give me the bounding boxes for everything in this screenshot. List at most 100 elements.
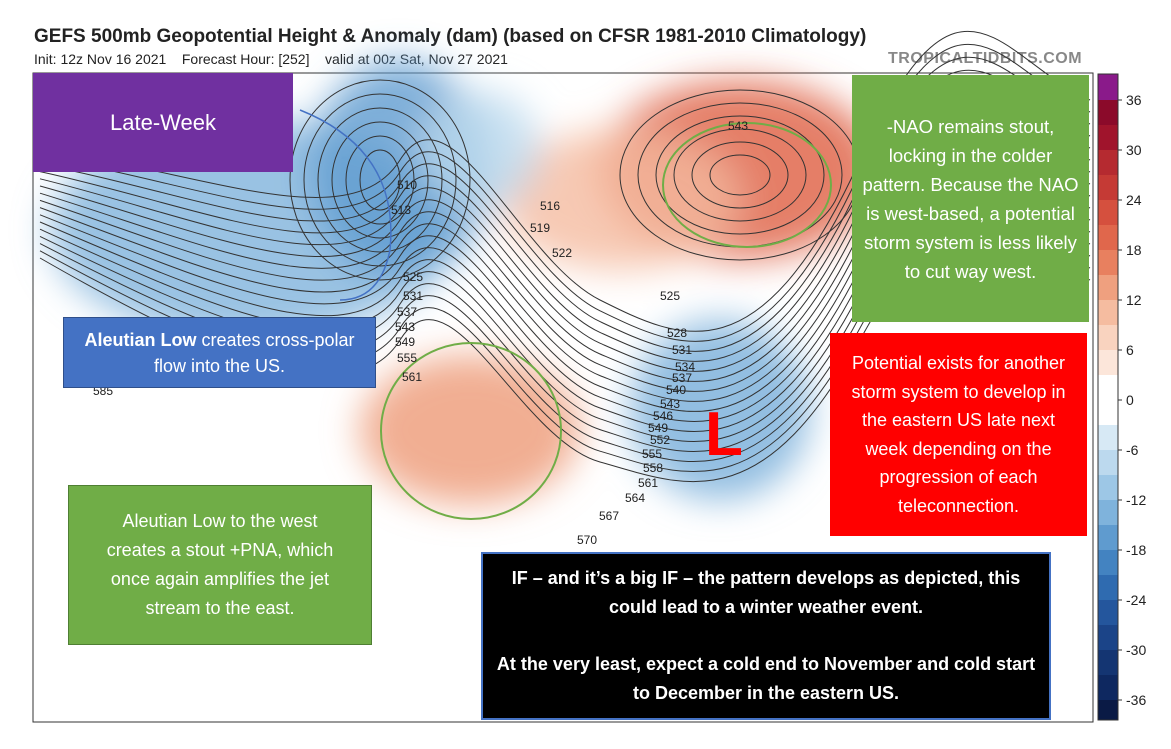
colorbar-bin <box>1098 325 1118 350</box>
label: IF – and it’s a big IF – the pattern dev… <box>511 568 1021 617</box>
contour-label: 567 <box>599 509 619 523</box>
colorbar-bin <box>1098 175 1118 200</box>
subtitle: Init: 12z Nov 16 2021 Forecast Hour: [25… <box>34 51 508 67</box>
colorbar-bin <box>1098 450 1118 475</box>
colorbar-bin <box>1098 350 1118 375</box>
contour-label: 549 <box>395 335 415 349</box>
colorbar-bin <box>1098 700 1118 720</box>
contour-label: 543 <box>395 320 415 334</box>
contour-label: 516 <box>540 199 560 213</box>
colorbar-label: 30 <box>1126 142 1142 158</box>
colorbar-bin <box>1098 600 1118 625</box>
colorbar-label: -12 <box>1126 492 1146 508</box>
contour-line <box>39 43 1091 342</box>
contour-label: 531 <box>403 289 423 303</box>
label-bold: Aleutian Low <box>84 329 197 350</box>
contour-line <box>289 79 471 281</box>
contour-label: 564 <box>625 491 645 505</box>
late-week-box: Late-Week <box>33 73 293 172</box>
colorbar-bin <box>1098 250 1118 275</box>
contour-label: 537 <box>672 371 692 385</box>
contour-label: 555 <box>642 447 662 461</box>
colorbar-bin <box>1098 225 1118 250</box>
colorbar-bin <box>1098 375 1118 400</box>
contour-line <box>303 93 457 267</box>
colorbar-bin <box>1098 500 1118 525</box>
low-marker: L <box>705 400 743 469</box>
contour-label: 555 <box>397 351 417 365</box>
highlight-circle <box>662 122 832 248</box>
contour-label: 537 <box>397 305 417 319</box>
colorbar-frame <box>1097 73 1119 721</box>
colorbar-bin <box>1098 125 1118 150</box>
colorbar-bin <box>1098 525 1118 550</box>
label: Potential exists for another storm syste… <box>851 353 1066 516</box>
contour-line <box>673 128 807 222</box>
contour-label: 528 <box>667 326 687 340</box>
contour-label: 534 <box>675 360 695 374</box>
colorbar-bin <box>1098 100 1118 125</box>
colorbar-bin <box>1098 150 1118 175</box>
contour-label: 561 <box>638 476 658 490</box>
winter-box: IF – and it’s a big IF – the pattern dev… <box>481 552 1051 720</box>
label: Late-Week <box>110 109 216 135</box>
colorbar: 36 30 24 18 12 6 0 -6 -12 -18 -24 -30 -36 <box>1097 73 1146 721</box>
pna-box: Aleutian Low to the west creates a stout… <box>68 485 372 645</box>
contour-label: 546 <box>653 409 673 423</box>
contour-label: 510 <box>397 178 417 192</box>
label: Aleutian Low creates cross-polar flow in… <box>74 327 365 379</box>
contour-label: 513 <box>391 203 411 217</box>
colorbar-label: 6 <box>1126 342 1134 358</box>
highlight-circle <box>299 109 392 301</box>
contour-line <box>691 141 789 209</box>
colorbar-label: 36 <box>1126 92 1142 108</box>
contour-label: 525 <box>403 270 423 284</box>
contour-line <box>345 135 415 225</box>
contour-label: 543 <box>660 397 680 411</box>
aleutian-box: Aleutian Low creates cross-polar flow in… <box>63 317 376 388</box>
colorbar-bin <box>1098 200 1118 225</box>
contour-line <box>39 30 1091 332</box>
contour-line <box>331 121 429 239</box>
contour-label: 558 <box>643 461 663 475</box>
contour-label: 540 <box>666 383 686 397</box>
colorbar-label: -36 <box>1126 692 1146 708</box>
contour-line <box>709 154 771 196</box>
nao-box: -NAO remains stout, locking in the colde… <box>852 75 1089 322</box>
colorbar-label: -6 <box>1126 442 1139 458</box>
colorbar-bin <box>1098 275 1118 300</box>
contour-label: 549 <box>648 421 668 435</box>
contour-label: 531 <box>672 343 692 357</box>
colorbar-bin <box>1098 475 1118 500</box>
colorbar-label: -24 <box>1126 592 1146 608</box>
contour-line <box>655 115 825 235</box>
colorbar-label: 18 <box>1126 242 1142 258</box>
contour-label: 522 <box>552 246 572 260</box>
contour-line <box>317 107 443 253</box>
colorbar-label: -18 <box>1126 542 1146 558</box>
contour-label: 543 <box>728 119 748 133</box>
contour-line <box>359 149 401 211</box>
contour-label: 525 <box>660 289 680 303</box>
contour-label: 570 <box>577 533 597 547</box>
highlight-circle <box>380 342 562 520</box>
colorbar-bin <box>1098 625 1118 650</box>
colorbar-label: -30 <box>1126 642 1146 658</box>
contour-label: 561 <box>402 370 422 384</box>
source: TROPICALTIDBITS.COM <box>888 50 1083 67</box>
contour-label: 552 <box>650 433 670 447</box>
label-text: creates cross-polar flow into the US. <box>153 329 355 376</box>
colorbar-bin <box>1098 550 1118 575</box>
colorbar-bin <box>1098 675 1118 700</box>
label: Aleutian Low to the west creates a stout… <box>106 511 334 618</box>
label: -NAO remains stout, locking in the colde… <box>862 115 1079 282</box>
colorbar-label: 12 <box>1126 292 1142 308</box>
colorbar-bin <box>1098 74 1118 100</box>
colorbar-bin <box>1098 400 1118 425</box>
colorbar-bin <box>1098 650 1118 675</box>
colorbar-bin <box>1098 575 1118 600</box>
label: At the very least, expect a cold end to … <box>496 654 1036 703</box>
colorbar-label: 24 <box>1126 192 1142 208</box>
